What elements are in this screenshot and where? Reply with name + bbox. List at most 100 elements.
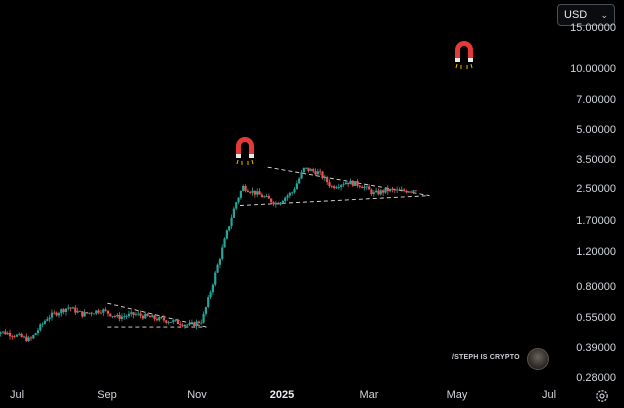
candle-body (305, 167, 308, 169)
candle-body (62, 309, 65, 313)
candle-body (403, 189, 406, 192)
candle-body (323, 177, 326, 179)
candle-body (400, 189, 403, 191)
x-tick-label: Nov (187, 389, 207, 401)
candle-body (204, 307, 207, 314)
candle-body (251, 190, 254, 193)
candle-body (36, 330, 40, 334)
candle-body (120, 316, 124, 320)
candle-body (113, 316, 117, 317)
candle-body (260, 194, 263, 198)
candle-body (365, 186, 368, 188)
candle-body (55, 312, 58, 316)
candle-body (137, 313, 140, 315)
y-tick-label: 3.50000 (576, 154, 616, 166)
candle-body (312, 169, 315, 172)
candle-body (41, 323, 44, 325)
candle-body (71, 307, 75, 309)
candle-body (200, 322, 203, 324)
candle-body (370, 189, 373, 195)
settings-gear-icon[interactable] (595, 389, 609, 403)
candle-body (263, 196, 266, 198)
candle-body (88, 312, 91, 314)
candle-body (300, 172, 303, 179)
candle-body (337, 187, 340, 188)
candle-body (209, 292, 212, 298)
candle-body (237, 197, 240, 203)
candle-body (76, 310, 79, 313)
candle-body (330, 186, 333, 187)
candle-body (6, 332, 9, 335)
candle-body (288, 192, 291, 196)
candle-body (342, 184, 345, 185)
candle-body (218, 258, 221, 265)
candle-body (151, 315, 154, 318)
candle-body (246, 190, 249, 192)
candle-body (69, 307, 72, 309)
candle-body (253, 190, 256, 195)
magnet-icon (236, 137, 254, 165)
candle-body (46, 319, 49, 321)
candle-body (223, 238, 226, 248)
y-tick-label: 5.00000 (576, 124, 616, 136)
candle-body (277, 202, 280, 205)
candle-body (197, 321, 201, 324)
y-tick-label: 1.70000 (576, 215, 616, 227)
candle-body (67, 307, 70, 309)
candle-body (207, 297, 210, 308)
candle-body (307, 167, 310, 171)
trendline (267, 166, 430, 197)
candle-body (97, 310, 100, 313)
candle-body (414, 190, 417, 192)
x-tick-label: 2025 (269, 389, 295, 401)
candle-body (155, 318, 159, 321)
candle-body (181, 325, 184, 327)
candle-body (382, 190, 385, 193)
candle-body (214, 272, 217, 285)
candle-body (258, 191, 261, 195)
candle-body (8, 332, 12, 337)
candle-body (64, 308, 68, 313)
candle-body (372, 192, 375, 195)
candle-body (172, 320, 175, 323)
currency-value: USD (564, 9, 588, 21)
candle-body (123, 316, 126, 318)
x-tick-label: Mar (359, 389, 379, 401)
candle-body (396, 189, 399, 191)
candle-body (235, 202, 238, 209)
candle-body (20, 333, 23, 337)
trendline (239, 195, 430, 206)
candle-body (144, 313, 147, 319)
candle-body (95, 310, 98, 314)
x-tick-label: Sep (97, 389, 117, 401)
candle-body (363, 187, 366, 189)
candle-body (344, 182, 347, 185)
x-tick-label: Jul (541, 389, 557, 401)
candle-body (183, 324, 187, 327)
candle-body (130, 312, 133, 314)
candle-body (295, 183, 298, 190)
candle-body (109, 313, 112, 317)
candle-body (349, 180, 352, 185)
candle-body (333, 186, 336, 189)
candle-body (4, 331, 7, 335)
candle-body (225, 230, 228, 239)
candle-body (179, 324, 182, 326)
candlesticks (0, 167, 417, 342)
candle-body (116, 314, 119, 317)
y-tick-label: 0.39000 (576, 342, 616, 354)
y-tick-label: 10.00000 (570, 63, 616, 75)
candle-body (361, 186, 364, 189)
candle-body (57, 313, 61, 316)
candle-body (270, 198, 273, 203)
candle-body (0, 332, 2, 334)
candle-body (169, 322, 173, 323)
candle-body (293, 189, 296, 193)
y-tick-label: 15.00000 (570, 22, 616, 34)
y-tick-label: 2.50000 (576, 183, 616, 195)
currency-selector[interactable]: USD ⌄ (557, 4, 615, 26)
candle-body (74, 307, 77, 313)
candle-body (384, 188, 387, 193)
watermark-text: /STEPH IS CRYPTO (452, 354, 520, 361)
